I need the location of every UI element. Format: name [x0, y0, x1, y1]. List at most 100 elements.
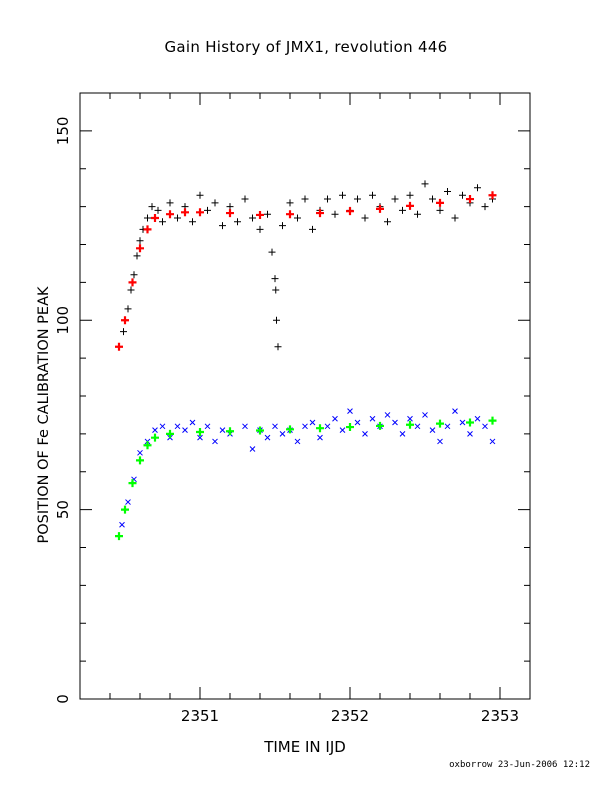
data-marks [115, 180, 497, 541]
data-point [361, 214, 369, 222]
data-point [406, 191, 414, 199]
data-point [331, 210, 339, 218]
data-point [376, 204, 384, 213]
data-point [115, 342, 123, 351]
data-point [459, 191, 466, 199]
data-point [174, 423, 181, 430]
data-point [466, 195, 474, 204]
data-point [226, 427, 234, 436]
data-point [436, 419, 444, 428]
data-point [115, 532, 123, 541]
data-point [273, 316, 280, 324]
data-point [148, 203, 156, 211]
data-point [182, 427, 188, 433]
data-point [489, 438, 496, 445]
data-point [120, 328, 127, 336]
data-point [474, 184, 481, 192]
data-point [119, 521, 125, 528]
data-point [268, 248, 276, 256]
data-point [429, 195, 436, 203]
data-point [234, 218, 241, 226]
data-point [128, 278, 137, 287]
data-point [301, 195, 309, 203]
data-point [309, 419, 316, 426]
data-point [130, 271, 138, 279]
data-point [421, 180, 429, 188]
data-point [332, 415, 338, 422]
data-point [354, 195, 361, 203]
data-point [294, 438, 301, 445]
data-point [143, 225, 152, 234]
data-point [451, 214, 459, 222]
data-point [406, 201, 414, 210]
data-point [219, 427, 226, 433]
data-point [136, 244, 144, 253]
data-point [376, 421, 384, 430]
data-point [137, 449, 143, 456]
data-point [488, 416, 497, 425]
data-point [272, 423, 278, 430]
data-point [166, 199, 174, 207]
y-tick-label: 0 [54, 694, 72, 704]
data-point [384, 412, 391, 418]
data-point [309, 225, 316, 233]
data-point [317, 434, 323, 441]
data-point [399, 431, 406, 437]
data-point [346, 423, 354, 432]
data-point [392, 419, 398, 426]
data-point [264, 210, 271, 218]
data-point [391, 195, 399, 203]
axis-ticks: 0 50 100 150 2351 2352 2353 [54, 92, 531, 725]
data-point [407, 415, 413, 422]
data-point [249, 446, 256, 452]
data-point [151, 433, 159, 442]
data-point [271, 275, 279, 283]
data-point [264, 434, 271, 441]
y-tick-label: 100 [54, 306, 72, 335]
data-point [324, 195, 331, 203]
data-point [151, 213, 159, 222]
data-point [414, 210, 421, 218]
data-point [249, 214, 256, 222]
data-point [399, 206, 406, 214]
credit-stamp: oxborrow 23-Jun-2006 12:12 [449, 760, 590, 770]
data-point [196, 191, 204, 199]
chart-title: Gain History of JMX1, revolution 446 [164, 38, 448, 56]
data-point [136, 237, 144, 245]
data-point [166, 429, 174, 438]
data-point [124, 305, 132, 313]
data-point [429, 427, 436, 433]
data-point [189, 218, 196, 226]
data-point [143, 441, 152, 450]
data-point [197, 434, 203, 441]
data-point [279, 222, 286, 230]
data-point [144, 214, 151, 222]
data-point [286, 210, 294, 219]
data-point [241, 195, 249, 203]
data-point [166, 210, 174, 219]
data-point [226, 203, 234, 211]
data-point [196, 427, 204, 436]
y-axis-label: POSITION OF Fe CALIBRATION PEAK [36, 286, 52, 544]
data-point [347, 408, 353, 415]
data-point [444, 423, 451, 430]
data-point [226, 209, 234, 218]
data-point [316, 209, 324, 218]
data-point [286, 425, 294, 434]
data-point [286, 199, 294, 207]
x-tick-label: 2351 [181, 707, 219, 725]
y-tick-label: 50 [54, 500, 72, 519]
data-point [279, 431, 286, 437]
data-point [437, 438, 443, 445]
data-point [354, 419, 361, 426]
data-point [204, 423, 211, 430]
data-point [256, 210, 264, 219]
data-point [174, 214, 181, 222]
y-tick-label: 150 [54, 117, 72, 146]
series-2 [119, 408, 496, 528]
data-point [467, 431, 473, 437]
data-point [436, 206, 444, 214]
data-point [125, 499, 131, 505]
data-point [294, 214, 301, 222]
data-point [369, 415, 376, 422]
